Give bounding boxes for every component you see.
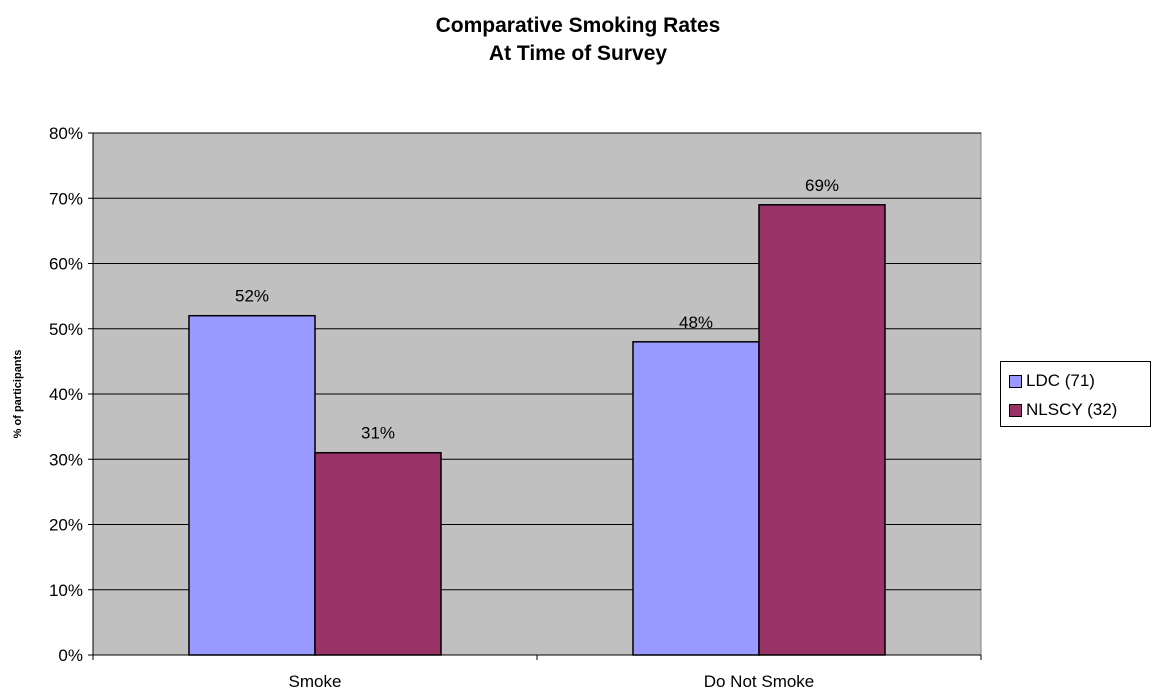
legend: LDC (71) NLSCY (32): [1000, 361, 1151, 427]
data-label: 69%: [805, 176, 839, 195]
legend-label-nlscy: NLSCY (32): [1026, 400, 1118, 419]
legend-item-ldc: LDC (71): [1009, 370, 1095, 392]
chart-title-line-2: At Time of Survey: [488, 42, 668, 65]
y-tick-label: 50%: [49, 320, 83, 339]
y-tick-label: 40%: [49, 385, 83, 404]
legend-label-ldc: LDC (71): [1026, 371, 1095, 390]
data-label: 52%: [235, 287, 269, 306]
bar: [314, 451, 442, 656]
bar: [758, 204, 886, 656]
y-tick-label: 0%: [58, 646, 83, 665]
legend-item-nlscy: NLSCY (32): [1009, 399, 1117, 421]
y-tick-label: 10%: [49, 581, 83, 600]
x-tick-label: Smoke: [289, 672, 342, 691]
y-tick-label: 80%: [49, 124, 83, 143]
x-tick-label: Do Not Smoke: [704, 672, 815, 691]
y-tick-label: 30%: [49, 450, 83, 469]
chart-title-line-1: Comparative Smoking Rates: [435, 14, 721, 37]
legend-swatch-nlscy: [1009, 403, 1022, 417]
y-tick-label: 20%: [49, 516, 83, 535]
y-tick-label: 60%: [49, 255, 83, 274]
legend-swatch-ldc: [1009, 374, 1022, 388]
y-tick-label: 70%: [49, 189, 83, 208]
data-label: 31%: [361, 424, 395, 443]
bar: [632, 341, 760, 656]
data-label: 48%: [679, 313, 713, 332]
y-axis-title: % of participants: [12, 350, 24, 439]
bar: [188, 314, 316, 656]
